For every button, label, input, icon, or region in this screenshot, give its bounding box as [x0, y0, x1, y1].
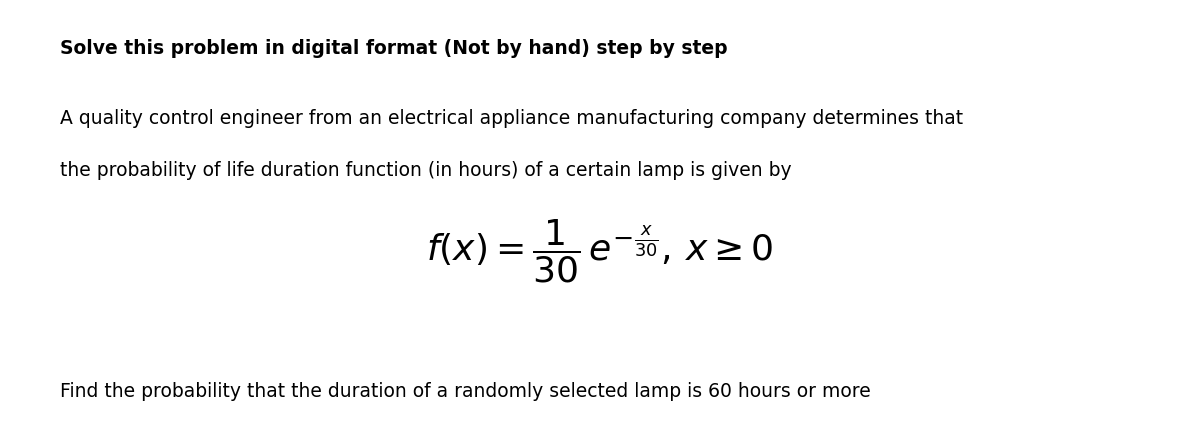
- Text: the probability of life duration function (in hours) of a certain lamp is given : the probability of life duration functio…: [60, 161, 792, 180]
- Text: Solve this problem in digital format (Not by hand) step by step: Solve this problem in digital format (No…: [60, 39, 727, 58]
- Text: $f(x) = \dfrac{1}{30}\,e^{-\frac{x}{30}},\, x \geq 0$: $f(x) = \dfrac{1}{30}\,e^{-\frac{x}{30}}…: [426, 218, 774, 286]
- Text: A quality control engineer from an electrical appliance manufacturing company de: A quality control engineer from an elect…: [60, 108, 964, 128]
- Text: Find the probability that the duration of a randomly selected lamp is 60 hours o: Find the probability that the duration o…: [60, 382, 871, 401]
